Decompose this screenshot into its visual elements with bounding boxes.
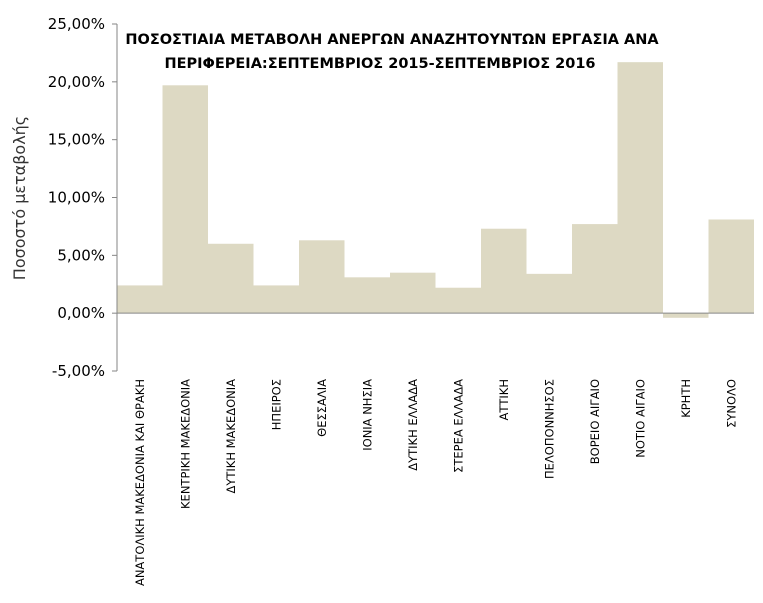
bar-2: [208, 243, 254, 314]
chart-title: ΠΟΣΟΣΤΙΑΙΑ ΜΕΤΑΒΟΛΗ ΑΝΕΡΓΩΝ ΑΝΑΖΗΤΟΥΝΤΩΝ…: [125, 32, 659, 72]
y-axis-label: Ποσοστό μεταβολής: [10, 116, 29, 280]
x-category-label: ΚΕΝΤΡΙΚΗ ΜΑΚΕΔΟΝΙΑ: [178, 379, 192, 509]
x-category-label: ΒΟΡΕΙΟ ΑΙΓΑΙΟ: [588, 379, 602, 464]
bar-11: [617, 62, 663, 314]
bar-12: [663, 313, 709, 318]
bar-5: [344, 277, 390, 314]
x-category-label: ΣΤΕΡΕΑ ΕΛΛΑΔΑ: [451, 379, 465, 473]
bar-4: [299, 240, 345, 314]
x-category-label: ΗΠΕΙΡΟΣ: [269, 379, 283, 430]
y-tick-label: 15,00%: [48, 131, 105, 149]
x-category-label: ΙΟΝΙΑ ΝΗΣΙΑ: [360, 379, 374, 451]
chart-title-line-2: ΠΕΡΙΦΕΡΕΙΑ:ΣΕΠΤΕΜΒΡΙΟΣ 2015-ΣΕΠΤΕΜΒΡΙΟΣ …: [164, 56, 595, 72]
chart-title-line-1: ΠΟΣΟΣΤΙΑΙΑ ΜΕΤΑΒΟΛΗ ΑΝΕΡΓΩΝ ΑΝΑΖΗΤΟΥΝΤΩΝ…: [125, 32, 659, 48]
bar-13: [708, 219, 754, 314]
y-tick-label: 5,00%: [57, 246, 105, 264]
y-ticks-group: -5,00% 0,00% 5,00% 10,00% 15,00% 20,00% 25,00%: [48, 15, 117, 380]
bar-9: [526, 273, 572, 314]
bar-8: [481, 228, 527, 314]
bars-group: [117, 62, 754, 318]
x-category-label: ΚΡΗΤΗ: [679, 379, 693, 418]
x-category-label: ΔΥΤΙΚΗ ΜΑΚΕΔΟΝΙΑ: [224, 379, 238, 494]
y-tick-label: 10,00%: [48, 189, 105, 207]
bar-10: [572, 224, 618, 314]
y-tick-label: 20,00%: [48, 73, 105, 91]
bar-3: [253, 285, 299, 314]
x-category-label: ΘΕΣΣΑΛΙΑ: [315, 379, 329, 437]
x-category-label: ΝΟΤΙΟ ΑΙΓΑΙΟ: [633, 379, 647, 458]
x-category-label: ΑΤΤΙΚΗ: [497, 379, 511, 421]
y-tick-label: 0,00%: [57, 304, 105, 322]
x-category-label: ΔΥΤΙΚΗ ΕΛΛΑΔΑ: [406, 379, 420, 471]
y-tick-label: -5,00%: [52, 362, 105, 380]
bar-7: [435, 287, 481, 314]
x-labels-group: ΑΝΑΤΟΛΙΚΗ ΜΑΚΕΔΟΝΙΑ ΚΑΙ ΘΡΑΚΗ ΚΕΝΤΡΙΚΗ ΜΑ…: [133, 379, 738, 586]
bar-0: [117, 285, 163, 314]
bar-1: [162, 85, 208, 314]
x-category-label: ΠΕΛΟΠΟΝΝΗΣΟΣ: [542, 379, 556, 479]
x-category-label: ΑΝΑΤΟΛΙΚΗ ΜΑΚΕΔΟΝΙΑ ΚΑΙ ΘΡΑΚΗ: [133, 379, 147, 586]
y-tick-label: 25,00%: [48, 15, 105, 33]
bar-6: [390, 272, 436, 314]
x-category-label: ΣΥΝΟΛΟ: [724, 379, 738, 428]
